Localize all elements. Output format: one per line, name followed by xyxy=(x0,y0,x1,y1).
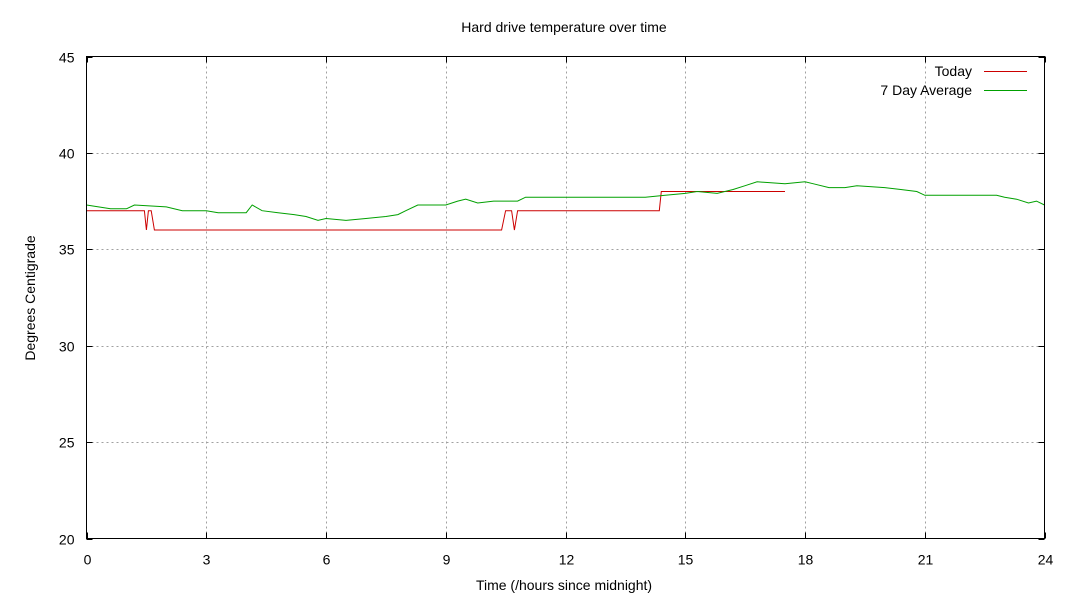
plot-frame xyxy=(86,56,1045,539)
x-tick-label: 18 xyxy=(798,552,814,568)
x-tick-label: 6 xyxy=(323,552,331,568)
x-tick-label: 24 xyxy=(1038,552,1054,568)
y-tick-label: 45 xyxy=(59,50,75,66)
legend-label: Today xyxy=(935,63,972,79)
x-tick-label: 15 xyxy=(678,552,694,568)
series-line-7-day-average xyxy=(86,181,1045,221)
series-line-today xyxy=(86,191,785,231)
y-tick-label: 40 xyxy=(59,146,75,162)
x-tick-label: 12 xyxy=(559,552,575,568)
legend-label: 7 Day Average xyxy=(880,82,972,98)
x-axis-label: Time (/hours since midnight) xyxy=(476,577,652,593)
axis-ticks: 0 3 6 9 12 15 18 21 24 20 25 30 35 40 45 xyxy=(59,50,1054,568)
y-tick-label: 20 xyxy=(59,532,75,548)
x-tick-label: 3 xyxy=(203,552,211,568)
series-lines xyxy=(86,181,1045,231)
y-tick-label: 35 xyxy=(59,242,75,258)
legend: Today 7 Day Average xyxy=(880,63,1027,98)
x-tick-label: 9 xyxy=(443,552,451,568)
x-tick-label: 21 xyxy=(918,552,934,568)
x-tick-label: 0 xyxy=(84,552,92,568)
grid-lines xyxy=(86,56,1045,539)
chart-title: Hard drive temperature over time xyxy=(461,19,667,35)
y-tick-label: 25 xyxy=(59,435,75,451)
y-tick-label: 30 xyxy=(59,339,75,355)
y-axis-label: Degrees Centigrade xyxy=(22,235,38,361)
